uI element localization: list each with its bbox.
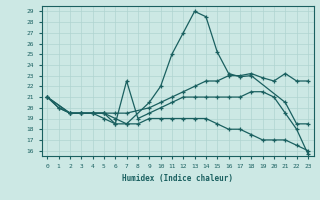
X-axis label: Humidex (Indice chaleur): Humidex (Indice chaleur) (122, 174, 233, 183)
